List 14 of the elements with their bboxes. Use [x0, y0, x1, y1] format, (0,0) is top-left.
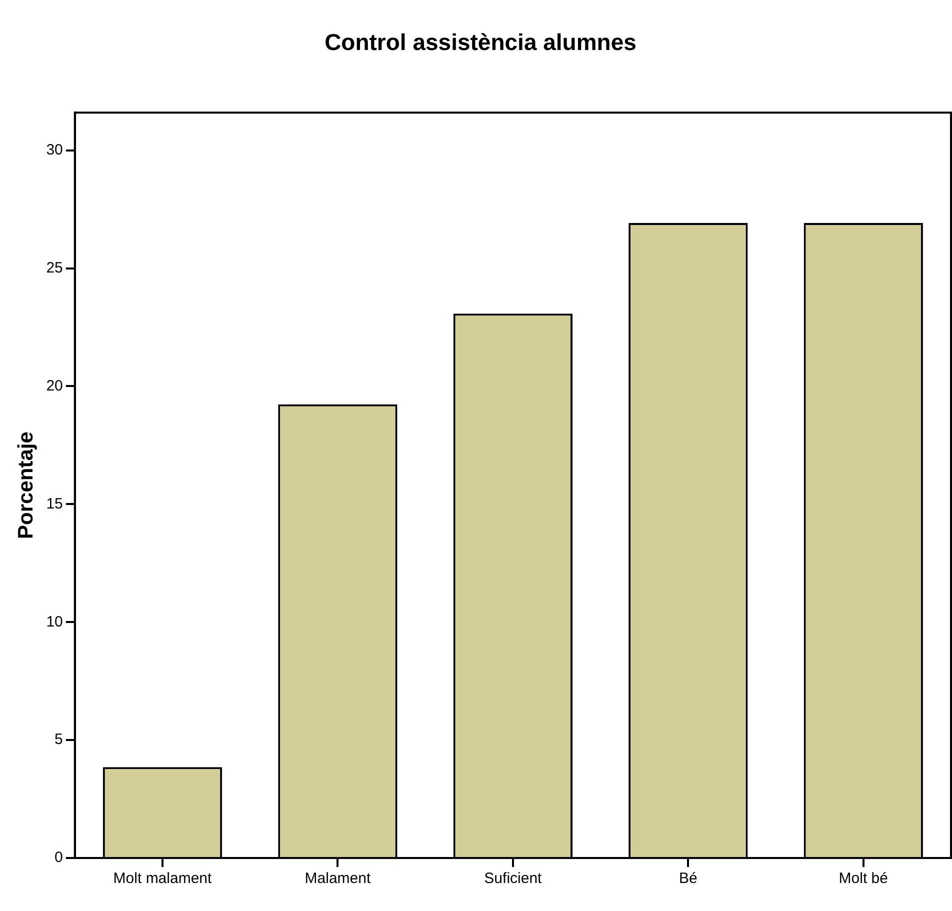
- y-tick-label: 5: [54, 731, 63, 748]
- y-tick-label: 20: [46, 377, 63, 394]
- y-tick-label: 25: [46, 259, 63, 276]
- x-tick-label: Molt malament: [113, 870, 213, 888]
- chart-title: Control assistència alumnes: [324, 29, 636, 56]
- y-tick-label: 10: [46, 613, 63, 630]
- x-tick-label: Malament: [304, 870, 372, 888]
- y-tick-label: 30: [46, 141, 63, 158]
- y-tick-label: 15: [46, 495, 63, 512]
- y-axis-title: Porcentaje: [14, 432, 38, 539]
- x-tick-label: Suficient: [484, 870, 543, 888]
- y-tick-label: 0: [54, 849, 63, 866]
- x-tick-label: Bé: [678, 870, 698, 888]
- x-tick-label: Molt bé: [838, 870, 888, 888]
